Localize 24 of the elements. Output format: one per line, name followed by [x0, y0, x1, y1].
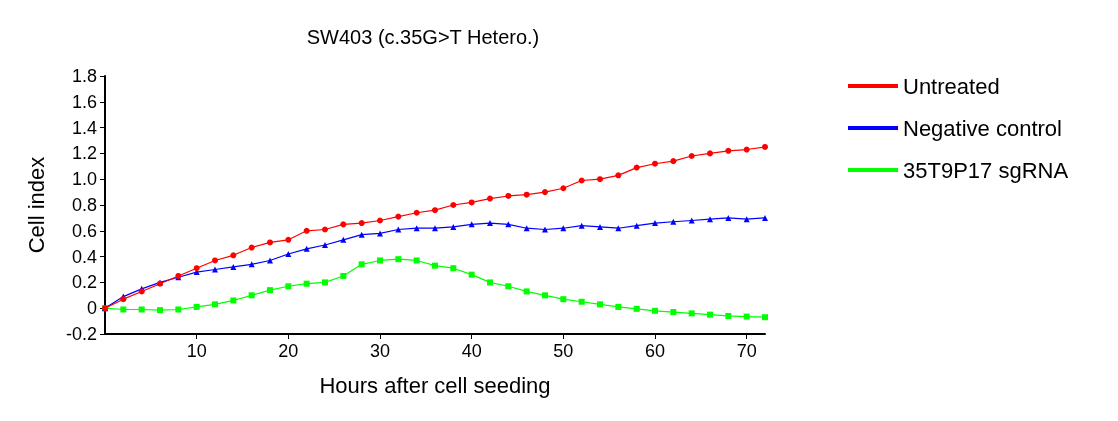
x-axis-title: Hours after cell seeding: [319, 372, 551, 398]
y-axis-title: Cell index: [23, 156, 49, 254]
x-tick-label: 60: [644, 341, 666, 361]
y-tick-label: 1.0: [71, 169, 97, 190]
y-tick-label: 1.4: [71, 117, 97, 138]
x-tick-label: 30: [369, 341, 391, 361]
y-tick-label: 1.8: [71, 66, 97, 86]
legend-label: 35T9P17 sgRNA: [903, 157, 1069, 183]
y-tick-label: 0.4: [71, 246, 97, 267]
chart-title: SW403 (c.35G>T Hetero.): [306, 26, 540, 48]
y-tick-label: 0.2: [71, 272, 97, 293]
y-tick-label: 0.8: [71, 195, 97, 215]
legend-label: Untreated: [903, 73, 1000, 99]
x-tick-label: 10: [186, 341, 207, 361]
x-tick-label: 20: [278, 341, 299, 361]
y-tick-label: 1.6: [71, 91, 97, 112]
x-tick-label: 70: [736, 341, 757, 361]
x-tick-label: 40: [461, 341, 482, 361]
legend-label: Negative control: [903, 115, 1062, 141]
y-tick-label: 1.2: [71, 143, 97, 164]
y-tick-label: -0.2: [65, 324, 97, 344]
y-tick-label: 0: [86, 298, 97, 319]
y-tick-label: 0.6: [71, 220, 97, 241]
x-tick-label: 50: [553, 341, 574, 361]
